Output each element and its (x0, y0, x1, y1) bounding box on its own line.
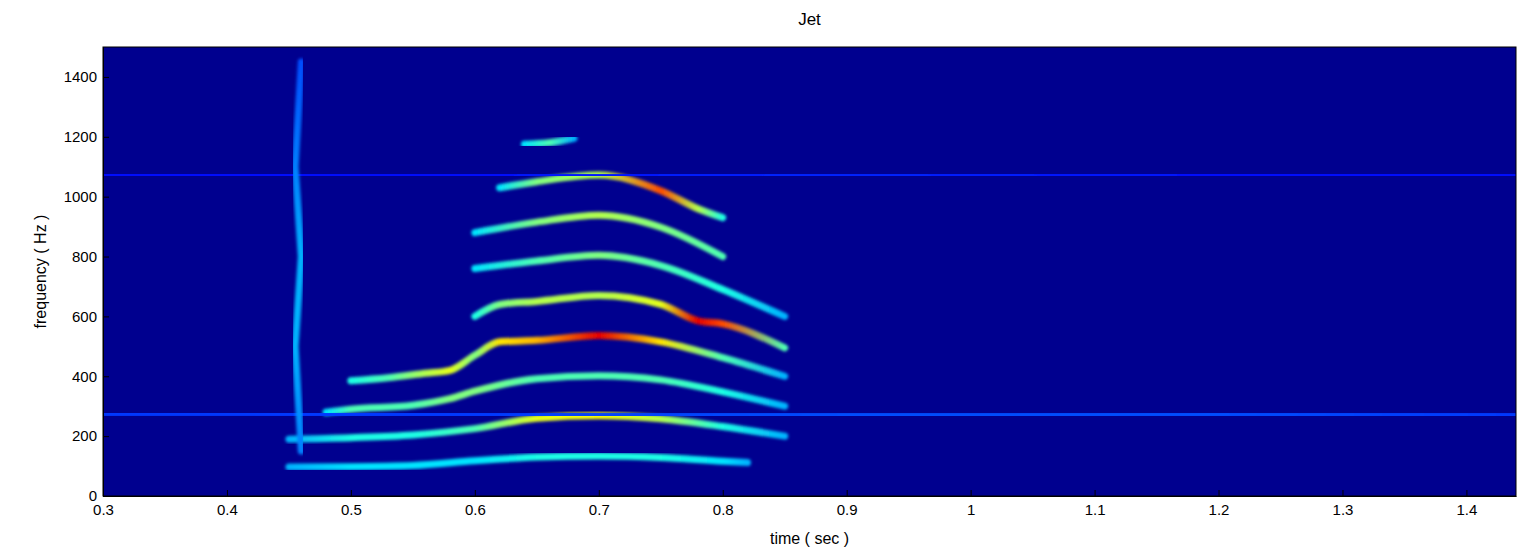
harmonic-track (103, 172, 1516, 180)
x-axis-title: time ( sec ) (770, 530, 849, 547)
harmonic-track (289, 416, 785, 439)
x-tick: 1.2 (1209, 490, 1230, 518)
x-tick-label: 1.4 (1456, 501, 1477, 518)
y-tick-mark (103, 197, 109, 198)
x-tick: 1.3 (1333, 490, 1354, 518)
x-tick: 1 (967, 490, 975, 518)
x-tick: 1.4 (1456, 490, 1477, 518)
y-tick-mark (103, 257, 109, 258)
harmonic-track (295, 62, 301, 451)
harmonic-track (351, 336, 785, 381)
chart-title: Jet (798, 10, 821, 29)
harmonic-track (524, 138, 574, 144)
x-tick-mark (1466, 490, 1467, 496)
y-tick-mark (103, 316, 109, 317)
x-tick-mark (1342, 490, 1343, 496)
x-tick: 0.5 (341, 490, 362, 518)
x-tick-mark (971, 490, 972, 496)
x-tick-mark (227, 490, 228, 496)
x-axis-line (104, 496, 1517, 497)
x-tick-mark (475, 490, 476, 496)
y-tick: 200 (72, 427, 109, 444)
x-tick-label: 1.2 (1209, 501, 1230, 518)
y-tick-mark (103, 496, 109, 497)
plot-area (103, 62, 1516, 467)
x-tick-mark (599, 490, 600, 496)
harmonic-track (326, 376, 785, 413)
harmonic-track (500, 175, 723, 218)
plot-background (103, 47, 1516, 496)
y-axis: 0 200 400 600 800 1000 1200 1400 (64, 48, 109, 505)
x-tick-label: 1 (967, 501, 975, 518)
y-tick-label: 1400 (64, 68, 97, 85)
x-tick-mark (847, 490, 848, 496)
y-axis-title: frequency ( Hz ) (32, 215, 49, 329)
x-tick: 0.9 (837, 490, 858, 518)
x-tick: 0.4 (217, 490, 238, 518)
y-tick: 1000 (64, 188, 109, 205)
x-axis: 0.30.40.50.60.70.80.911.11.21.31.4 (93, 490, 1516, 518)
y-tick-label: 0 (89, 487, 97, 504)
y-tick-mark (103, 77, 109, 78)
x-tick-mark (1095, 490, 1096, 496)
y-tick-label: 200 (72, 427, 97, 444)
x-tick: 0.7 (589, 490, 610, 518)
harmonic-track (475, 295, 785, 347)
harmonic-track (289, 456, 748, 467)
x-tick-label: 0.6 (465, 501, 486, 518)
y-tick-label: 400 (72, 368, 97, 385)
y-tick-mark (103, 137, 109, 138)
y-tick-label: 1200 (64, 128, 97, 145)
harmonic-track (475, 215, 723, 256)
y-tick-mark (103, 376, 109, 377)
y-tick: 1200 (64, 128, 109, 145)
y-tick: 1400 (64, 68, 109, 85)
x-tick-mark (723, 490, 724, 496)
y-tick: 800 (72, 248, 109, 265)
x-tick-label: 0.9 (837, 501, 858, 518)
x-tick: 1.1 (1085, 490, 1106, 518)
x-tick-label: 0.4 (217, 501, 238, 518)
harmonic-track (475, 255, 785, 316)
harmonic-track (103, 414, 1516, 415)
y-tick-mark (103, 436, 109, 437)
y-tick: 400 (72, 368, 109, 385)
x-tick-mark (1219, 490, 1220, 496)
x-tick-mark (351, 490, 352, 496)
x-tick: 0.6 (465, 490, 486, 518)
x-tick-label: 0.8 (713, 501, 734, 518)
chart: 0.30.40.50.60.70.80.911.11.21.31.4020040… (0, 0, 1522, 556)
y-axis-line (103, 48, 104, 497)
x-tick-label: 1.1 (1085, 501, 1106, 518)
y-tick-label: 1000 (64, 188, 97, 205)
x-tick-label: 1.3 (1333, 501, 1354, 518)
y-tick: 0 (89, 487, 109, 504)
x-tick: 0.8 (713, 490, 734, 518)
x-tick-label: 0.7 (589, 501, 610, 518)
x-tick-label: 0.5 (341, 501, 362, 518)
y-tick: 600 (72, 308, 109, 325)
plot-frame (103, 47, 1516, 496)
y-tick-label: 600 (72, 308, 97, 325)
y-tick-label: 800 (72, 248, 97, 265)
